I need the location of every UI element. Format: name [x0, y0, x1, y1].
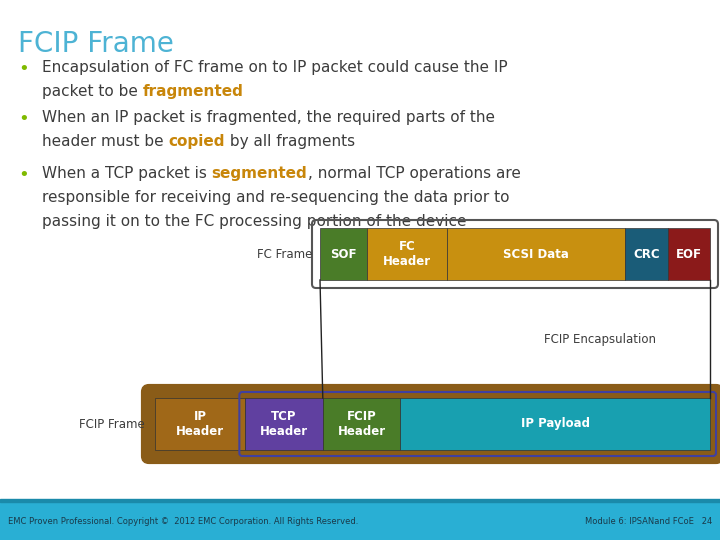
Text: SOF: SOF — [330, 247, 356, 260]
Text: header must be: header must be — [42, 134, 168, 149]
Text: packet to be: packet to be — [42, 84, 143, 99]
Text: by all fragments: by all fragments — [225, 134, 355, 149]
Text: responsible for receiving and re-sequencing the data prior to: responsible for receiving and re-sequenc… — [42, 190, 510, 205]
Text: , normal TCP operations are: , normal TCP operations are — [307, 166, 521, 181]
Bar — [626, 228, 667, 280]
Bar — [447, 228, 626, 280]
Bar — [155, 398, 246, 450]
Text: TCP
Header: TCP Header — [260, 410, 308, 438]
Text: FC
Header: FC Header — [383, 240, 431, 268]
Text: When a TCP packet is: When a TCP packet is — [42, 166, 212, 181]
Bar — [400, 398, 710, 450]
Bar — [246, 398, 323, 450]
Bar — [0, 499, 720, 502]
FancyBboxPatch shape — [143, 386, 720, 462]
Text: •: • — [18, 166, 29, 184]
Text: IP
Header: IP Header — [176, 410, 224, 438]
Text: When an IP packet is fragmented, the required parts of the: When an IP packet is fragmented, the req… — [42, 110, 495, 125]
Text: FCIP Frame: FCIP Frame — [79, 417, 145, 430]
Text: SCSI Data: SCSI Data — [503, 247, 569, 260]
Text: Encapsulation of FC frame on to IP packet could cause the IP: Encapsulation of FC frame on to IP packe… — [42, 60, 508, 75]
Text: FC Frame: FC Frame — [256, 247, 312, 260]
Bar — [0, 502, 720, 540]
Bar — [667, 228, 710, 280]
Text: Module 6: IPSANand FCoE   24: Module 6: IPSANand FCoE 24 — [585, 516, 712, 525]
Bar — [323, 398, 400, 450]
Text: •: • — [18, 60, 29, 78]
Text: CRC: CRC — [634, 247, 660, 260]
Text: FCIP
Header: FCIP Header — [338, 410, 386, 438]
Text: segmented: segmented — [212, 166, 307, 181]
Text: IP Payload: IP Payload — [521, 417, 590, 430]
Text: copied: copied — [168, 134, 225, 149]
Text: EMC Proven Professional. Copyright ©  2012 EMC Corporation. All Rights Reserved.: EMC Proven Professional. Copyright © 201… — [8, 516, 359, 525]
Text: FCIP Encapsulation: FCIP Encapsulation — [544, 334, 656, 347]
Text: FCIP Frame: FCIP Frame — [18, 30, 174, 58]
Text: fragmented: fragmented — [143, 84, 243, 99]
Text: EOF: EOF — [676, 247, 702, 260]
Text: passing it on to the FC processing portion of the device: passing it on to the FC processing porti… — [42, 214, 467, 229]
Bar — [367, 228, 447, 280]
Bar — [320, 228, 367, 280]
Text: •: • — [18, 110, 29, 128]
